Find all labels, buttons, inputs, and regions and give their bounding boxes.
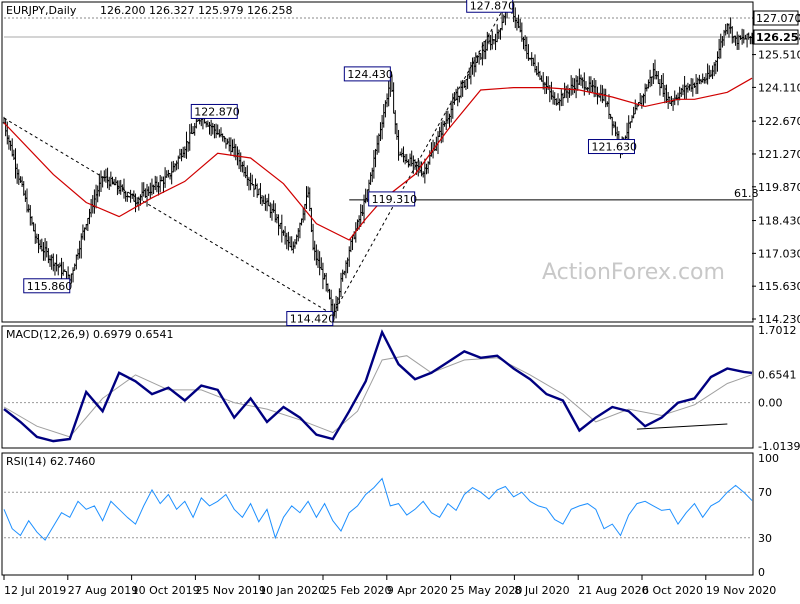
price-annotation-box — [587, 139, 635, 155]
price-trendline — [3, 117, 334, 315]
price-ytick-label: 119.870 — [758, 181, 800, 194]
macd-main-line — [3, 329, 753, 443]
price-ytick-label: 114.230 — [758, 313, 800, 326]
rsi-panel: 100 70 30 0 — [3, 452, 779, 579]
rsi-panel-frame — [1, 452, 754, 576]
price-annotation-box — [466, 0, 514, 13]
price-annotation-label: 114.420 — [290, 313, 336, 326]
price-annotation-label: 115.860 — [27, 280, 73, 293]
price-ytick-label: 115.630 — [758, 280, 800, 293]
price-ytick-label: 118.430 — [758, 215, 800, 228]
price-ytick-label: 121.270 — [758, 148, 800, 161]
fib-level-label: 61.8 — [734, 187, 759, 200]
price-annotation-label: 121.630 — [591, 141, 637, 154]
price-panel: 127.070 125.510 124.110 122.670 121.270 119.8… — [2, 0, 800, 327]
macd-panel: 1.7012 0.6541 0.00 -1.0139 — [3, 324, 800, 453]
last-price-label: 126.258 — [756, 31, 800, 44]
macd-header: MACD(12,26,9) 0.6979 0.6541 — [6, 328, 174, 341]
high-price-label: 127.070 — [756, 12, 800, 25]
rsi-line — [3, 477, 753, 541]
macd-panel-frame — [1, 325, 754, 449]
high-price-box — [753, 10, 799, 26]
rsi-header: RSI(14) 62.7460 — [6, 455, 95, 468]
x-tick-label: 19 Nov 2020 — [706, 584, 776, 597]
macd-ytick-label: 1.7012 — [758, 324, 797, 337]
price-panel-frame — [1, 1, 754, 323]
rsi-ytick-label: 100 — [758, 452, 779, 465]
price-annotation-box — [190, 103, 238, 119]
x-tick-label: 10 Oct 2019 — [132, 584, 200, 597]
price-annotation-box — [23, 278, 71, 294]
price-annotation-box — [343, 66, 391, 82]
x-tick-label: 25 May 2020 — [451, 584, 523, 597]
x-tick-label: 9 Apr 2020 — [387, 584, 448, 597]
price-ytick-label: 124.110 — [758, 81, 800, 94]
price-header-ohlc: 126.200 126.327 125.979 126.258 — [100, 4, 292, 17]
x-tick-label: 10 Jan 2020 — [259, 584, 325, 597]
rsi-ytick-label: 70 — [758, 486, 772, 499]
macd-ytick-label: 0.00 — [758, 397, 783, 410]
x-tick-label: 21 Aug 2020 — [578, 584, 648, 597]
x-tick-label: 27 Aug 2019 — [68, 584, 138, 597]
price-annotation-box — [368, 191, 416, 207]
price-annotation-label: 124.430 — [347, 68, 393, 81]
macd-trendline — [636, 423, 728, 430]
price-annotation-label: 122.870 — [194, 105, 240, 118]
rsi-ytick-label: 30 — [758, 532, 772, 545]
last-price-box — [753, 29, 799, 45]
price-annotation-box — [286, 311, 334, 327]
price-ytick-label: 122.670 — [758, 115, 800, 128]
price-header-symbol: EURJPY,Daily — [6, 4, 77, 17]
macd-signal-line — [3, 355, 753, 438]
x-tick-label: 8 Jul 2020 — [514, 584, 569, 597]
watermark: ActionForex.com — [542, 260, 725, 285]
price-ytick-label: 125.510 — [758, 49, 800, 62]
x-tick-label: 25 Nov 2019 — [195, 584, 265, 597]
macd-ytick-label: 0.6541 — [758, 369, 797, 382]
x-tick-label: 12 Jul 2019 — [4, 584, 66, 597]
rsi-ytick-label: 0 — [758, 566, 765, 579]
x-tick-label: 6 Oct 2020 — [642, 584, 703, 597]
ohlc-bar — [750, 32, 754, 45]
price-annotation-label: 119.310 — [372, 193, 418, 206]
price-annotation-label: 127.870 — [470, 0, 516, 12]
x-tick-label: 25 Feb 2020 — [323, 584, 391, 597]
macd-ytick-label: -1.0139 — [758, 440, 800, 453]
price-ytick-label: 117.030 — [758, 247, 800, 260]
